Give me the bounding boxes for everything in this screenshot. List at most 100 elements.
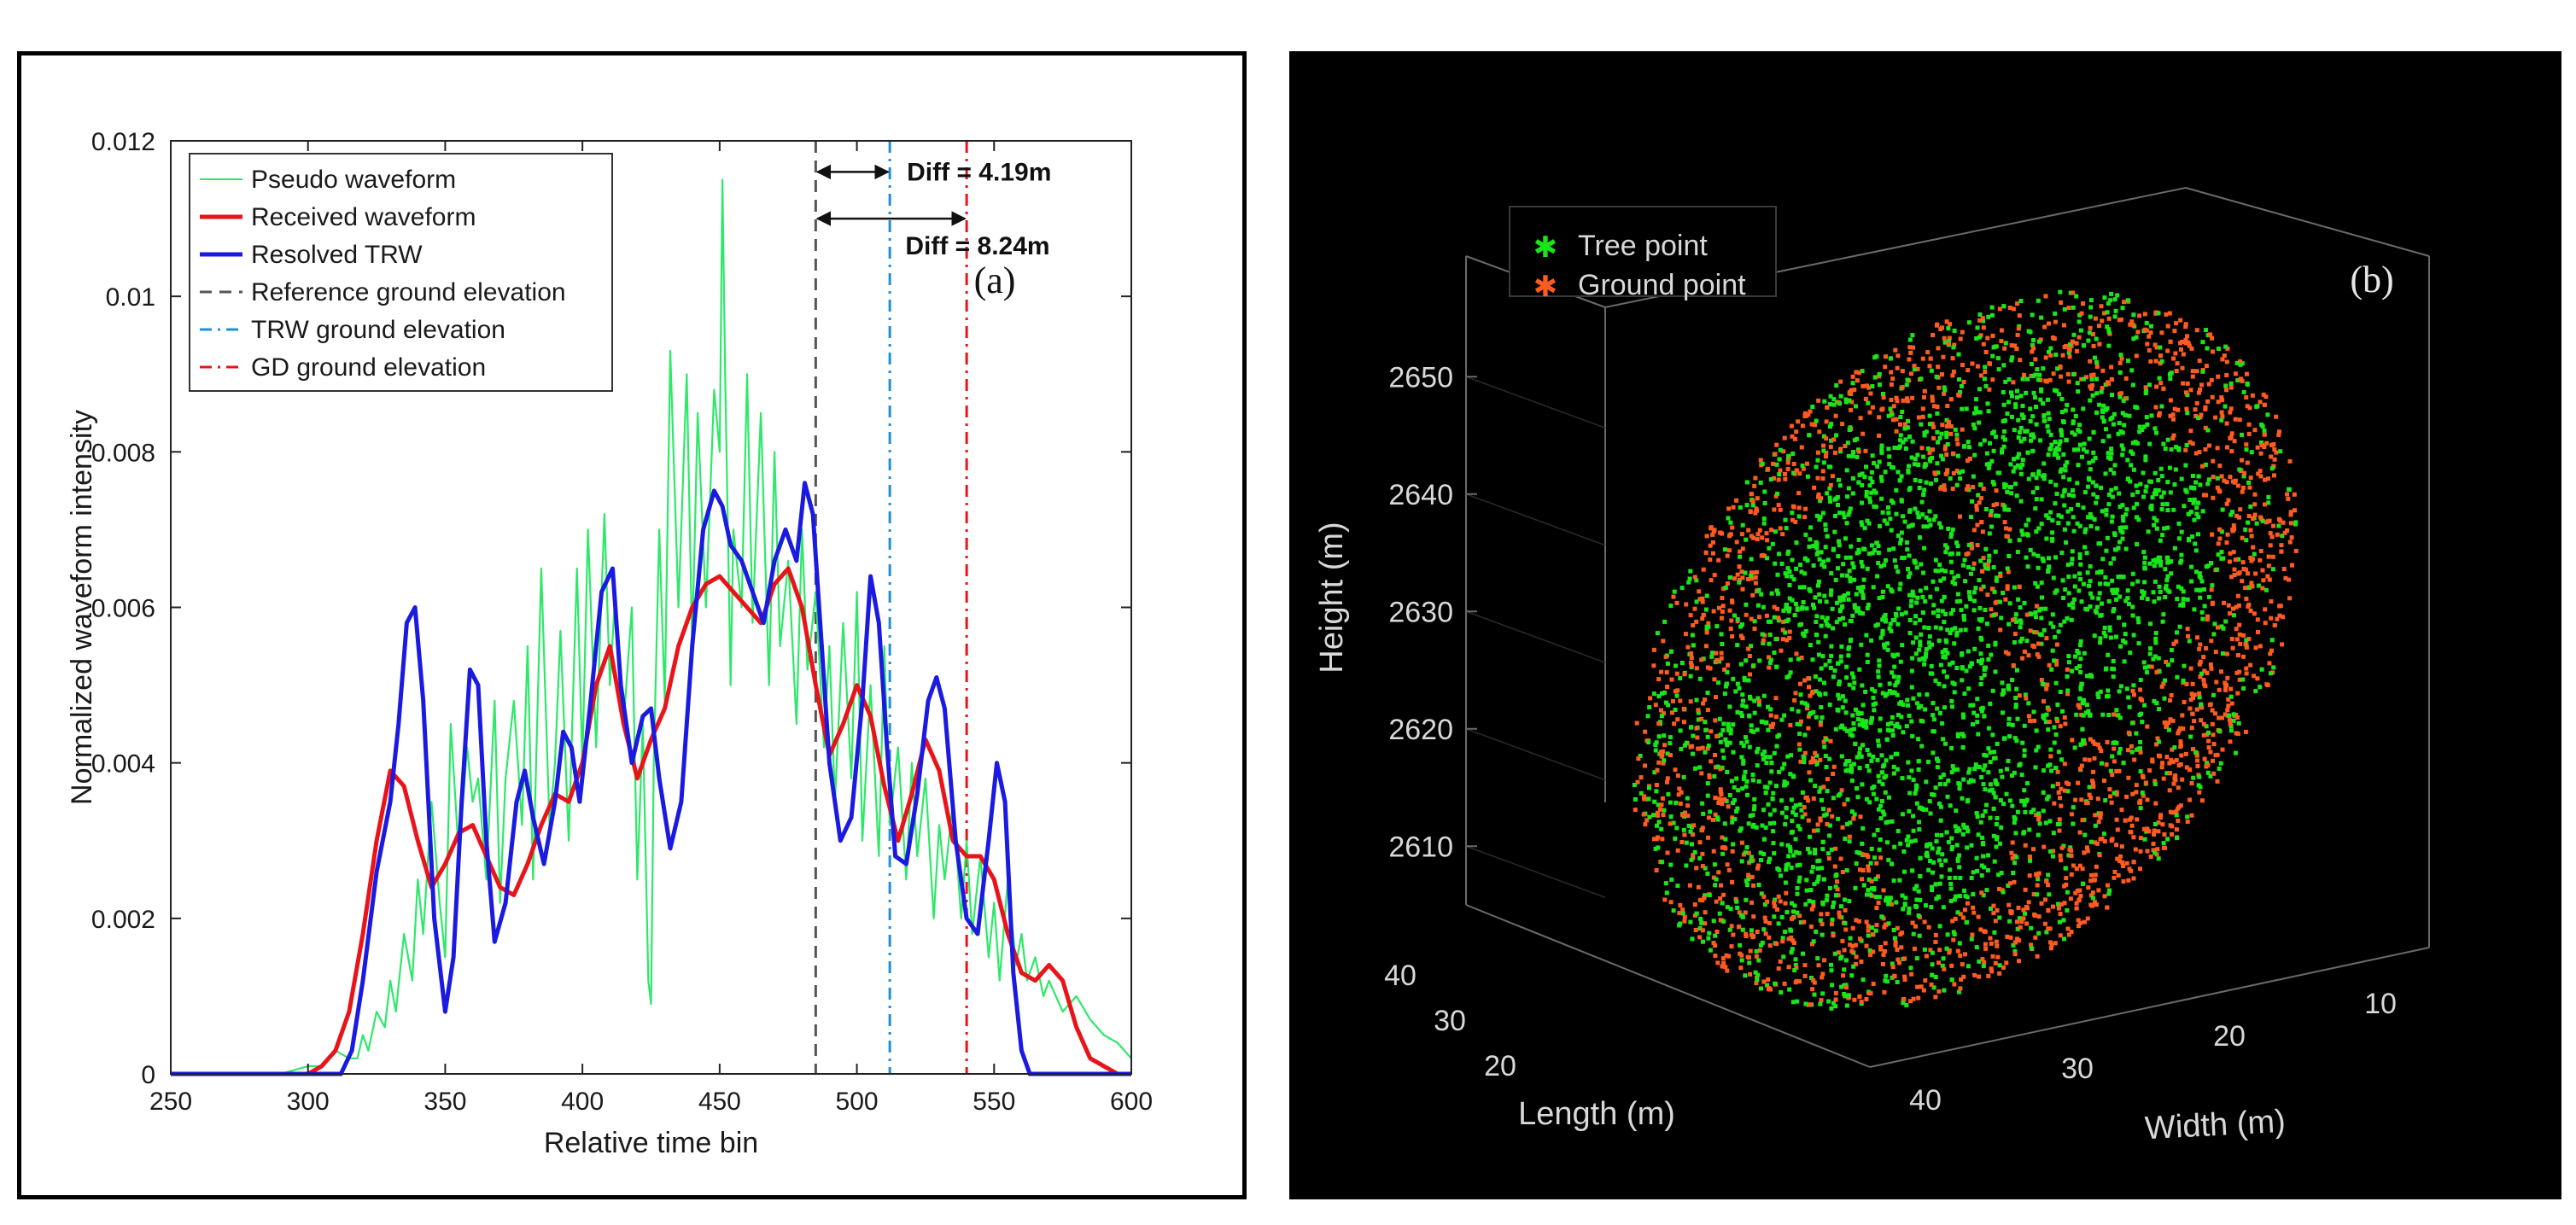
ground-point <box>1938 327 1943 331</box>
ground-point <box>1751 914 1756 919</box>
ground-point <box>1691 832 1695 837</box>
tree-point <box>1820 991 1825 996</box>
ground-point <box>1731 505 1736 510</box>
ground-point <box>2034 604 2039 609</box>
tree-point <box>2113 547 2117 552</box>
tree-point <box>2070 430 2075 435</box>
ground-point <box>1787 635 1792 640</box>
tree-point <box>2058 439 2063 444</box>
tree-point <box>1949 551 1954 556</box>
ground-point <box>1794 651 1799 656</box>
ground-point <box>1755 537 1760 542</box>
ground-point <box>1812 980 1817 985</box>
tree-point <box>2038 438 2043 443</box>
ground-point <box>2215 752 2220 757</box>
tree-point <box>1836 708 1841 713</box>
ground-point <box>2244 645 2249 650</box>
tree-point <box>1913 635 1919 640</box>
tree-point <box>2150 495 2155 500</box>
ground-point <box>2202 682 2207 687</box>
ground-point <box>1866 868 1871 873</box>
tree-point <box>2112 297 2117 302</box>
tree-point <box>2065 509 2071 514</box>
tree-point <box>2109 451 2114 456</box>
tree-point <box>1851 720 1856 726</box>
tree-point <box>1935 765 1940 770</box>
ground-point <box>2054 662 2059 667</box>
tree-point <box>1770 796 1775 802</box>
tree-point <box>1847 899 1852 904</box>
tree-point <box>2041 401 2046 406</box>
tree-point <box>2009 773 2014 778</box>
ground-point <box>1960 427 1965 432</box>
tree-point <box>1811 563 1816 568</box>
tree-point <box>1894 487 1899 493</box>
tree-point <box>2246 480 2252 485</box>
tree-point <box>1820 562 1825 567</box>
tree-point <box>1844 675 1849 680</box>
ground-point <box>1661 711 1666 716</box>
tree-point <box>1971 608 1977 613</box>
ground-point <box>1740 546 1745 551</box>
ground-point <box>1921 988 1926 993</box>
ground-point <box>1895 399 1900 404</box>
ground-point <box>1761 894 1767 899</box>
tree-point <box>1911 640 1916 645</box>
ground-point <box>1874 923 1879 928</box>
ground-point <box>1719 883 1723 888</box>
tree-point <box>2086 475 2091 481</box>
ground-point <box>2018 925 2023 930</box>
ground-point <box>2217 687 2222 692</box>
tree-point <box>2088 579 2093 584</box>
tree-point <box>1828 592 1833 598</box>
ground-point <box>1683 632 1688 637</box>
tree-point <box>2191 500 2196 505</box>
ground-point <box>2046 707 2051 712</box>
ground-point <box>1680 813 1685 818</box>
ground-point <box>2195 758 2199 763</box>
tree-point <box>1876 743 1881 748</box>
ground-point <box>2264 440 2269 446</box>
ground-point <box>1890 965 1895 970</box>
ground-point <box>1763 931 1768 936</box>
tree-point <box>2109 291 2114 296</box>
tree-point <box>2104 427 2108 432</box>
tree-point <box>2081 713 2086 718</box>
tree-point <box>1789 574 1794 579</box>
tree-point <box>2007 798 2012 803</box>
axis-line <box>2185 187 2430 257</box>
tree-point <box>1668 800 1673 805</box>
tree-point <box>1808 778 1814 783</box>
tree-point <box>1980 835 1985 840</box>
ground-point <box>1830 474 1835 479</box>
tree-point <box>2024 522 2029 528</box>
tree-point <box>2120 306 2125 311</box>
ground-point <box>2233 417 2238 422</box>
ground-point <box>1807 685 1811 690</box>
tree-point <box>1913 506 1918 511</box>
tree-point <box>2107 888 2112 893</box>
tree-point <box>2033 580 2038 586</box>
tree-point <box>1727 927 1732 932</box>
tree-point <box>1802 701 1808 706</box>
tree-point <box>2050 612 2055 617</box>
tree-point <box>1760 823 1765 828</box>
ground-point <box>1866 924 1871 929</box>
tree-point <box>1798 920 1803 925</box>
tree-point <box>1818 677 1822 682</box>
ground-point <box>2065 691 2070 697</box>
ground-point <box>2159 330 2164 335</box>
tree-point <box>1790 510 1795 516</box>
ground-point <box>1980 316 1985 321</box>
tree-point <box>1892 936 1897 941</box>
tree-point <box>2047 417 2052 421</box>
tree-point <box>1800 814 1805 820</box>
ground-point <box>1685 803 1691 808</box>
tree-point <box>2197 774 2202 779</box>
ground-point <box>2084 845 2089 850</box>
tree-point <box>2035 584 2040 589</box>
tree-point <box>2143 458 2148 463</box>
tree-point <box>2093 823 2098 828</box>
tree-point <box>2043 606 2048 611</box>
tree-point <box>1846 512 1851 517</box>
